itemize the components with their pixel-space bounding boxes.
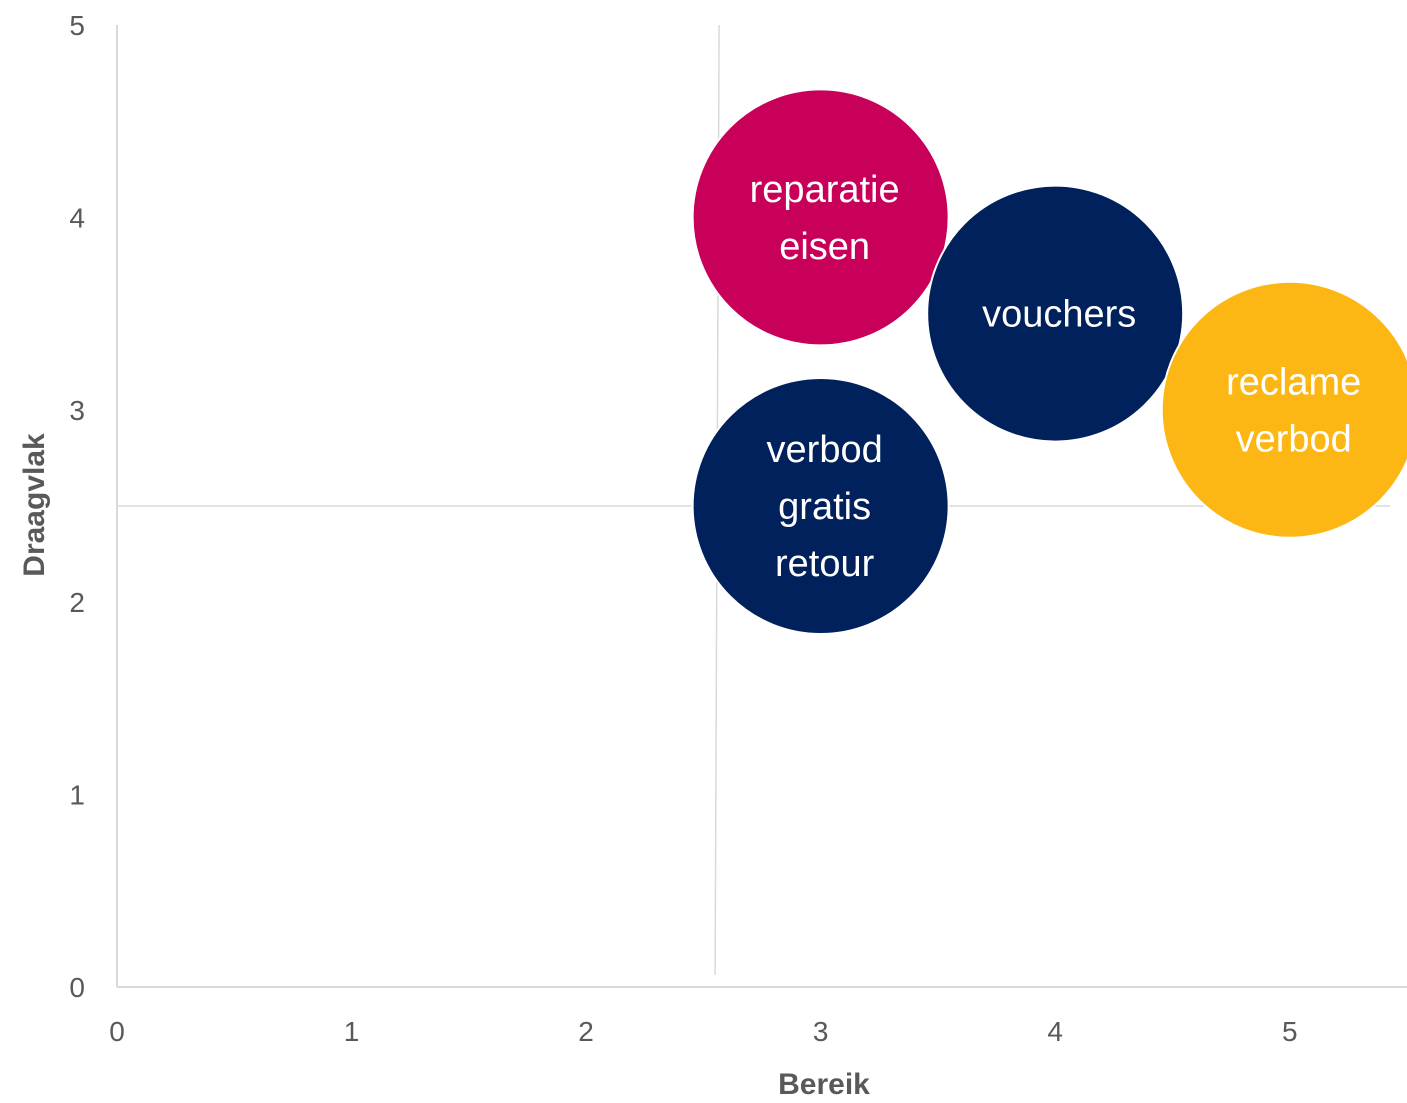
x-tick-label: 3 <box>813 1016 829 1047</box>
bubble-label: vouchers <box>982 294 1136 336</box>
axes <box>116 25 1407 988</box>
y-tick-label: 1 <box>69 780 85 811</box>
y-tick-labels: 0 1 2 3 4 5 <box>69 10 85 1003</box>
bubble-label: reparatie <box>750 169 900 211</box>
bubble: verbod gratis retour <box>691 377 950 635</box>
bubble-circle <box>926 184 1185 443</box>
x-tick-label: 5 <box>1282 1016 1298 1047</box>
x-tick-label: 0 <box>109 1016 125 1047</box>
x-axis-title: Bereik <box>778 1068 870 1101</box>
x-tick-label: 2 <box>578 1016 594 1047</box>
y-tick-label: 3 <box>69 395 85 426</box>
y-tick-label: 2 <box>69 587 85 618</box>
bubble-circle <box>691 377 950 635</box>
bubble-label: verbod <box>1236 418 1352 460</box>
bubble-label: reclame <box>1226 361 1361 403</box>
x-tick-label: 1 <box>344 1016 360 1047</box>
x-tick-label: 4 <box>1047 1016 1063 1047</box>
bubble-label: eisen <box>779 226 870 268</box>
y-tick-label: 5 <box>69 10 85 41</box>
y-tick-label: 4 <box>69 202 85 233</box>
bubble: reclame verbod <box>1160 280 1407 539</box>
bubble-circle <box>1160 280 1407 539</box>
y-tick-label: 0 <box>69 972 85 1003</box>
bubble-label: gratis <box>778 486 871 528</box>
bubbles: reparatieeisenvouchersreclameverbodverbo… <box>691 88 1407 635</box>
bubble-circle <box>691 88 950 347</box>
bubble: reparatie eisen <box>691 88 950 347</box>
bubble-label: retour <box>775 543 875 585</box>
bubble-label: verbod <box>767 429 883 471</box>
bubble: vouchers <box>926 184 1185 443</box>
x-tick-labels: 0 1 2 3 4 5 <box>109 1016 1297 1047</box>
y-axis-title: Draagvlak <box>18 433 51 577</box>
